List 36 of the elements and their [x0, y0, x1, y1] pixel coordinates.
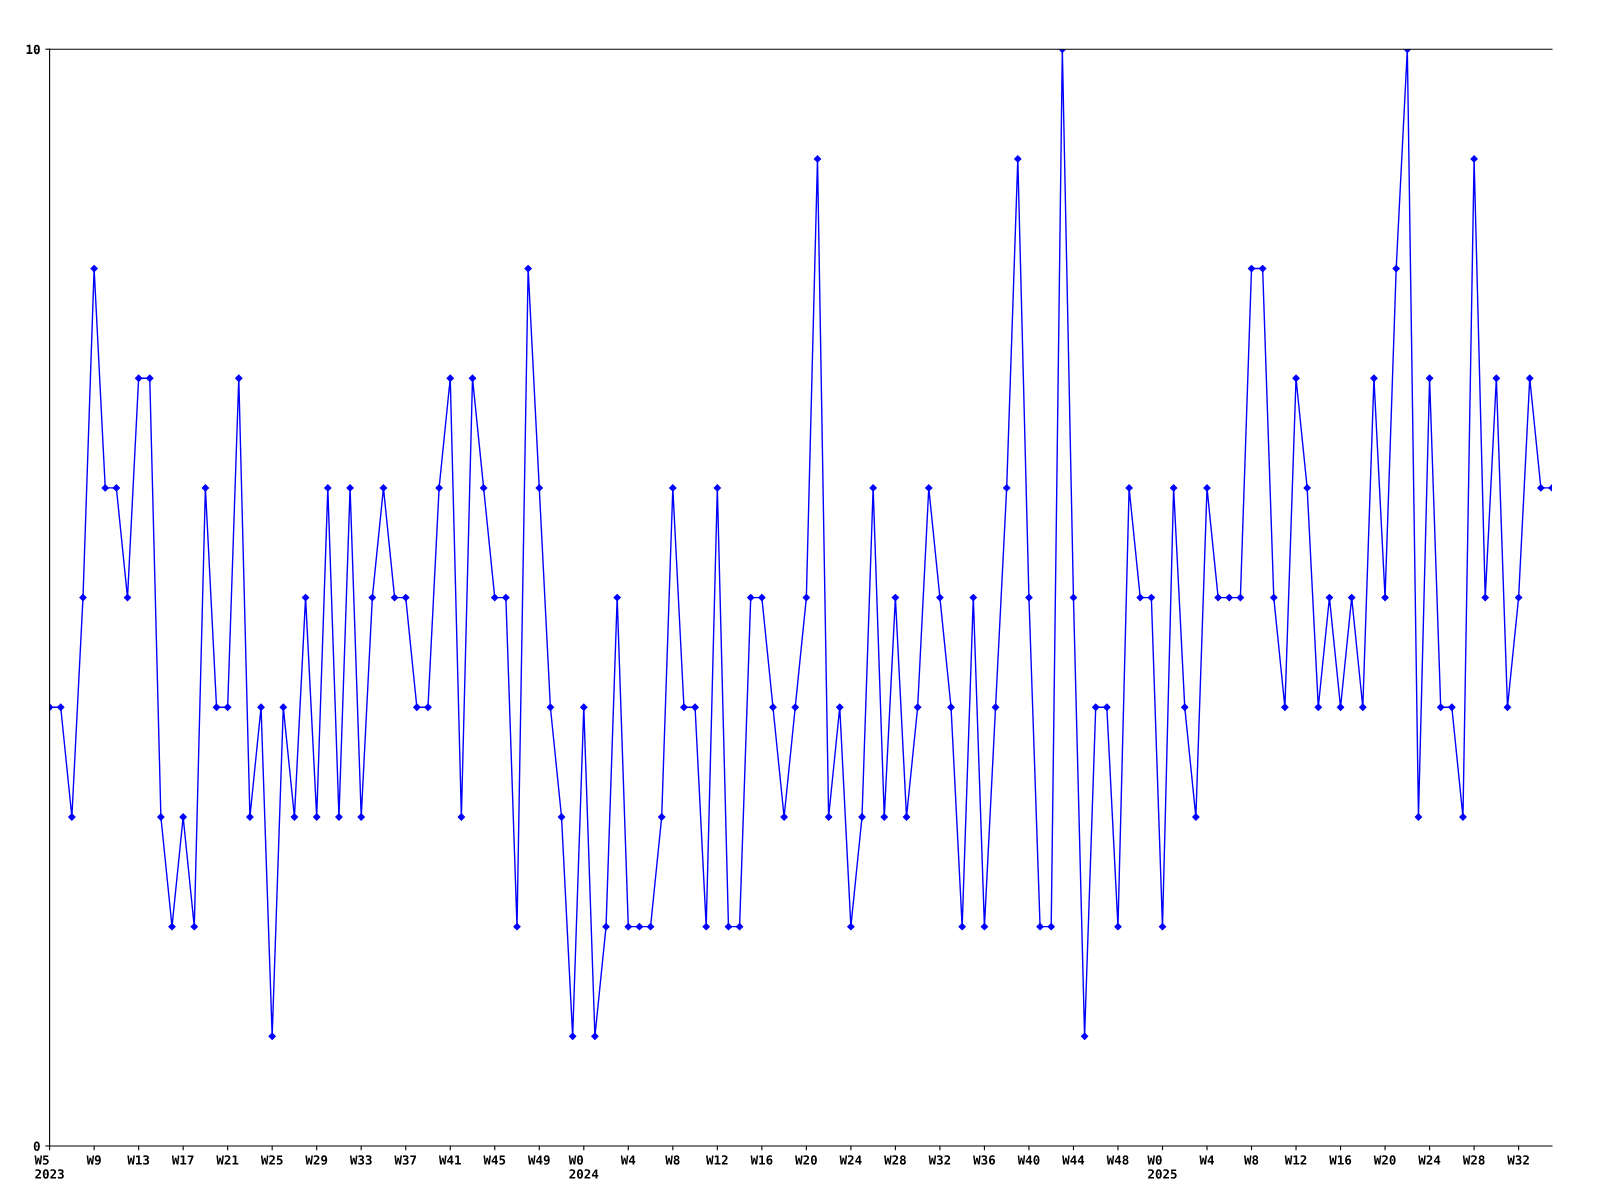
x-tick-label: W0 2025 [1147, 1155, 1177, 1179]
x-tick-label: W48 [1106, 1155, 1129, 1165]
x-tick-label: W9 [86, 1155, 101, 1165]
x-tick-label: W17 [171, 1155, 194, 1165]
x-tick-label: W16 [750, 1155, 773, 1165]
x-tick-label: W16 [1329, 1155, 1352, 1165]
x-tick-label: W33 [349, 1155, 372, 1165]
x-tick-label: W0 2024 [568, 1155, 599, 1179]
x-tick-label: W12 [1284, 1155, 1307, 1165]
x-tick-label: W49 [527, 1155, 550, 1165]
x-tick-label: W20 [795, 1155, 817, 1165]
x-tick-label: W28 [884, 1155, 906, 1165]
x-tick-label: W32 [1507, 1155, 1529, 1165]
x-tick-label: W41 [438, 1155, 461, 1165]
x-tick-label: W29 [305, 1155, 328, 1165]
x-tick-label: W12 [706, 1155, 728, 1165]
x-tick-label: W32 [928, 1155, 951, 1165]
x-tick-label: W21 [216, 1155, 239, 1165]
x-tick-label: W8 [665, 1155, 680, 1165]
x-tick-label: W20 [1373, 1155, 1396, 1165]
x-tick-label: W24 [1418, 1155, 1441, 1165]
x-tick-label: W40 [1017, 1155, 1040, 1165]
x-tick-label: W24 [839, 1155, 862, 1165]
y-tick-label: 10 [26, 44, 40, 55]
x-tick-label: W13 [127, 1155, 150, 1165]
x-tick-label: W25 [260, 1155, 283, 1165]
x-tick-label: W44 [1062, 1155, 1085, 1165]
x-tick-label: W4 [620, 1155, 636, 1165]
x-tick-label: W8 [1243, 1155, 1259, 1165]
x-tick-label: W4 [1199, 1155, 1214, 1165]
x-tick-label: W28 [1462, 1155, 1485, 1165]
x-tick-label: W5 2023 [34, 1155, 64, 1179]
x-tick-label: W45 [483, 1155, 506, 1165]
x-tick-label: W36 [973, 1155, 996, 1165]
y-tick-label: 0 [33, 1141, 40, 1151]
x-tick-label: W37 [394, 1155, 417, 1165]
